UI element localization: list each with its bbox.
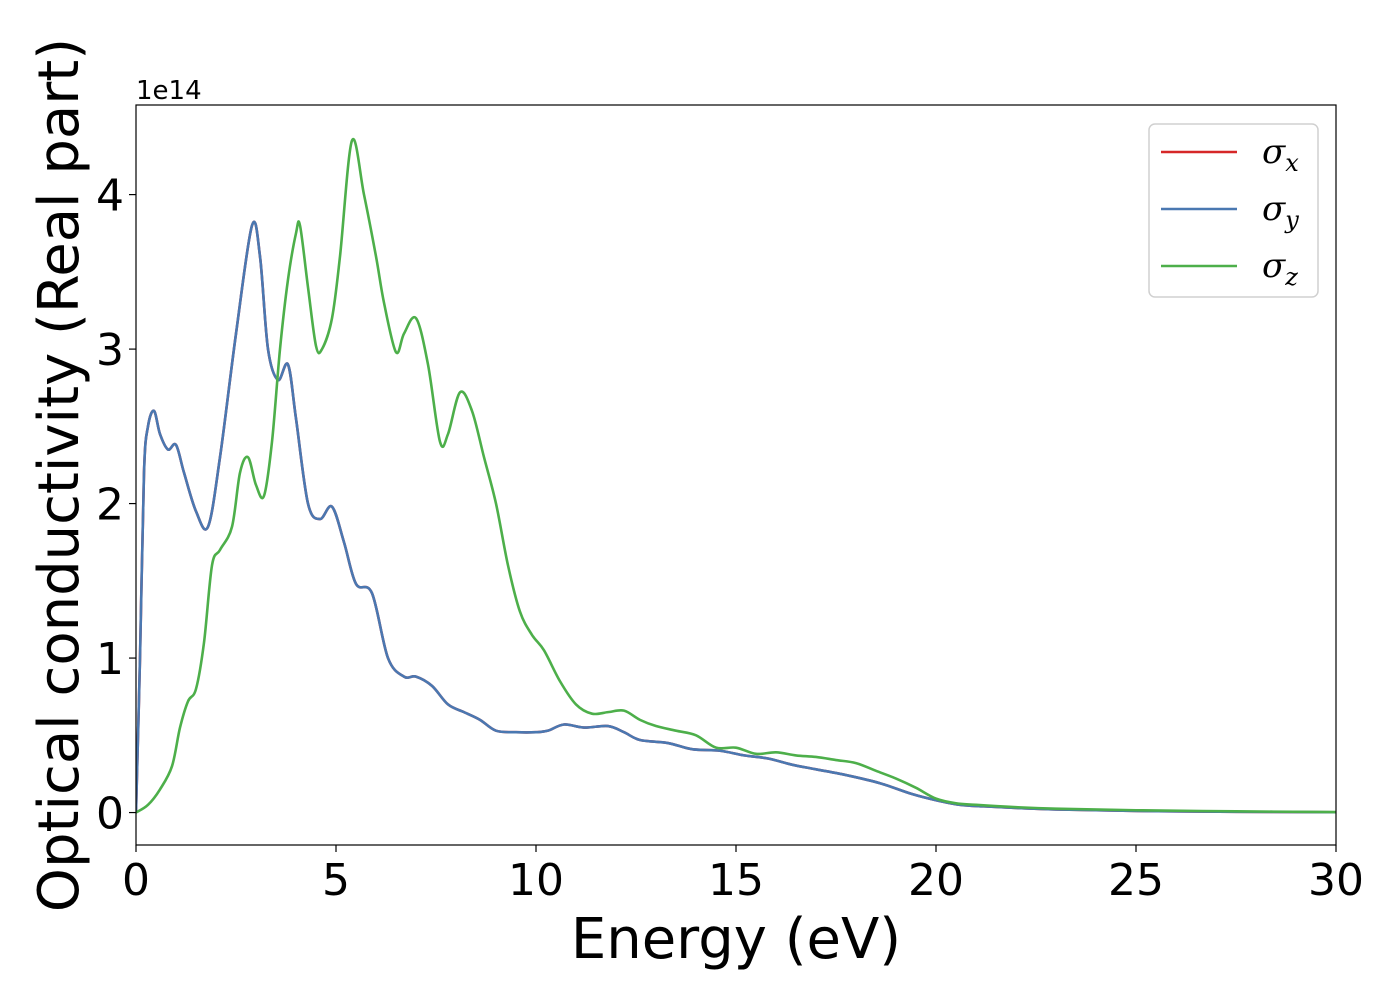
x-tick-label: 15 xyxy=(708,855,764,906)
x-tick-label: 10 xyxy=(508,855,564,906)
series-line-sigma-y xyxy=(136,220,1336,814)
x-axis-title: Energy (eV) xyxy=(571,907,901,972)
legend-box xyxy=(1148,123,1319,298)
y-tick-label: 0 xyxy=(96,789,124,840)
y-tick-label: 4 xyxy=(96,171,124,222)
x-tick-label: 0 xyxy=(122,855,150,906)
legend-label-sigma-y: σy xyxy=(1262,189,1299,234)
legend-label-sigma-z: σz xyxy=(1262,246,1298,291)
y-tick-label: 3 xyxy=(96,325,124,376)
legend: σx σy σz xyxy=(1148,123,1319,298)
y-axis-title: Optical conductivity (Real part) xyxy=(27,38,92,912)
y-offset-label: 1e14 xyxy=(136,76,202,106)
series-line-sigma-z xyxy=(136,137,1336,814)
y-tick-label: 2 xyxy=(96,480,124,531)
x-tick-label: 5 xyxy=(322,855,350,906)
legend-label-sigma-x: σx xyxy=(1262,132,1299,177)
y-tick-label: 1 xyxy=(96,634,124,685)
x-tick-label: 20 xyxy=(908,855,964,906)
y-axis-ticks: 0 1 2 3 4 xyxy=(96,171,136,840)
series-layer xyxy=(136,137,1336,814)
x-tick-label: 25 xyxy=(1108,855,1164,906)
x-axis-ticks: 0 5 10 15 20 25 30 xyxy=(122,845,1364,906)
x-tick-label: 30 xyxy=(1308,855,1364,906)
